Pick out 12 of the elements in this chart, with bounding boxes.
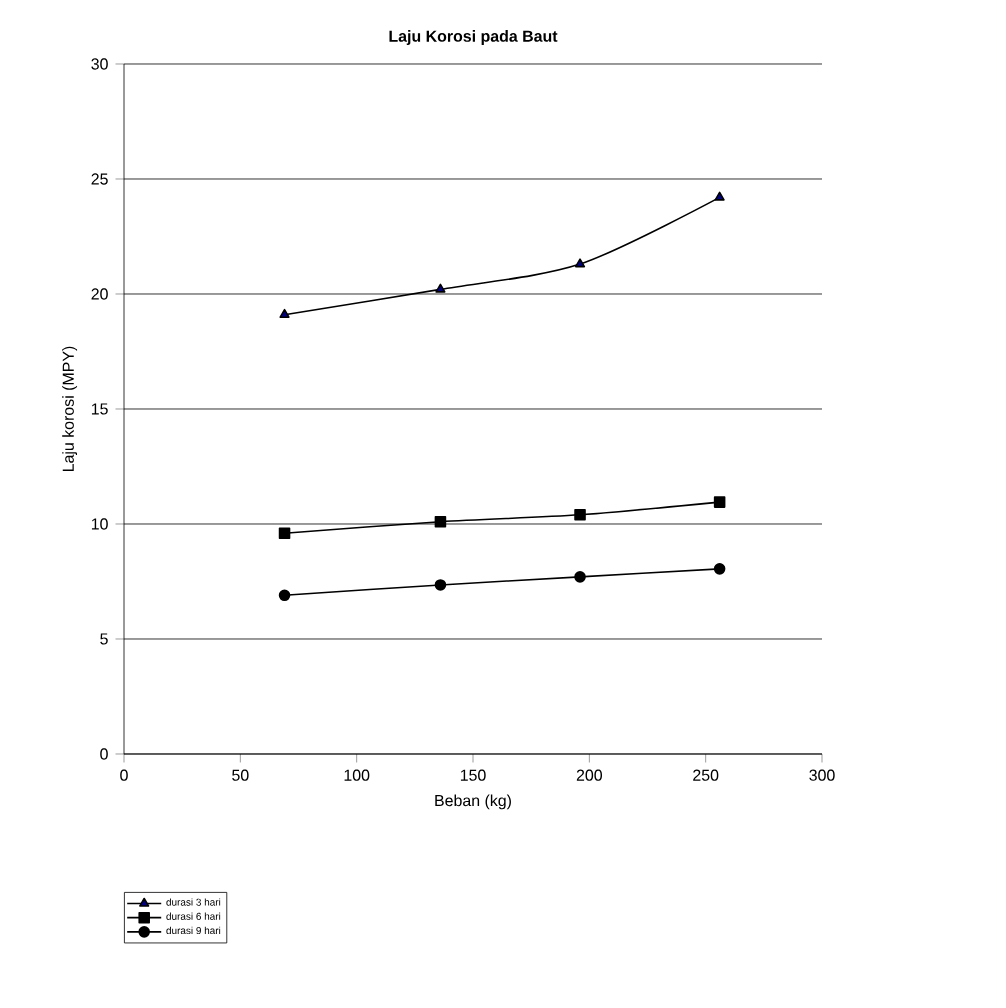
point <box>278 589 291 602</box>
point <box>714 191 725 201</box>
point <box>713 496 726 508</box>
point <box>279 308 290 318</box>
point <box>574 571 586 583</box>
point <box>574 509 586 521</box>
point <box>574 258 586 268</box>
point <box>434 515 447 528</box>
point <box>435 283 446 293</box>
point <box>713 563 726 575</box>
point <box>278 527 291 539</box>
point <box>434 579 447 591</box>
